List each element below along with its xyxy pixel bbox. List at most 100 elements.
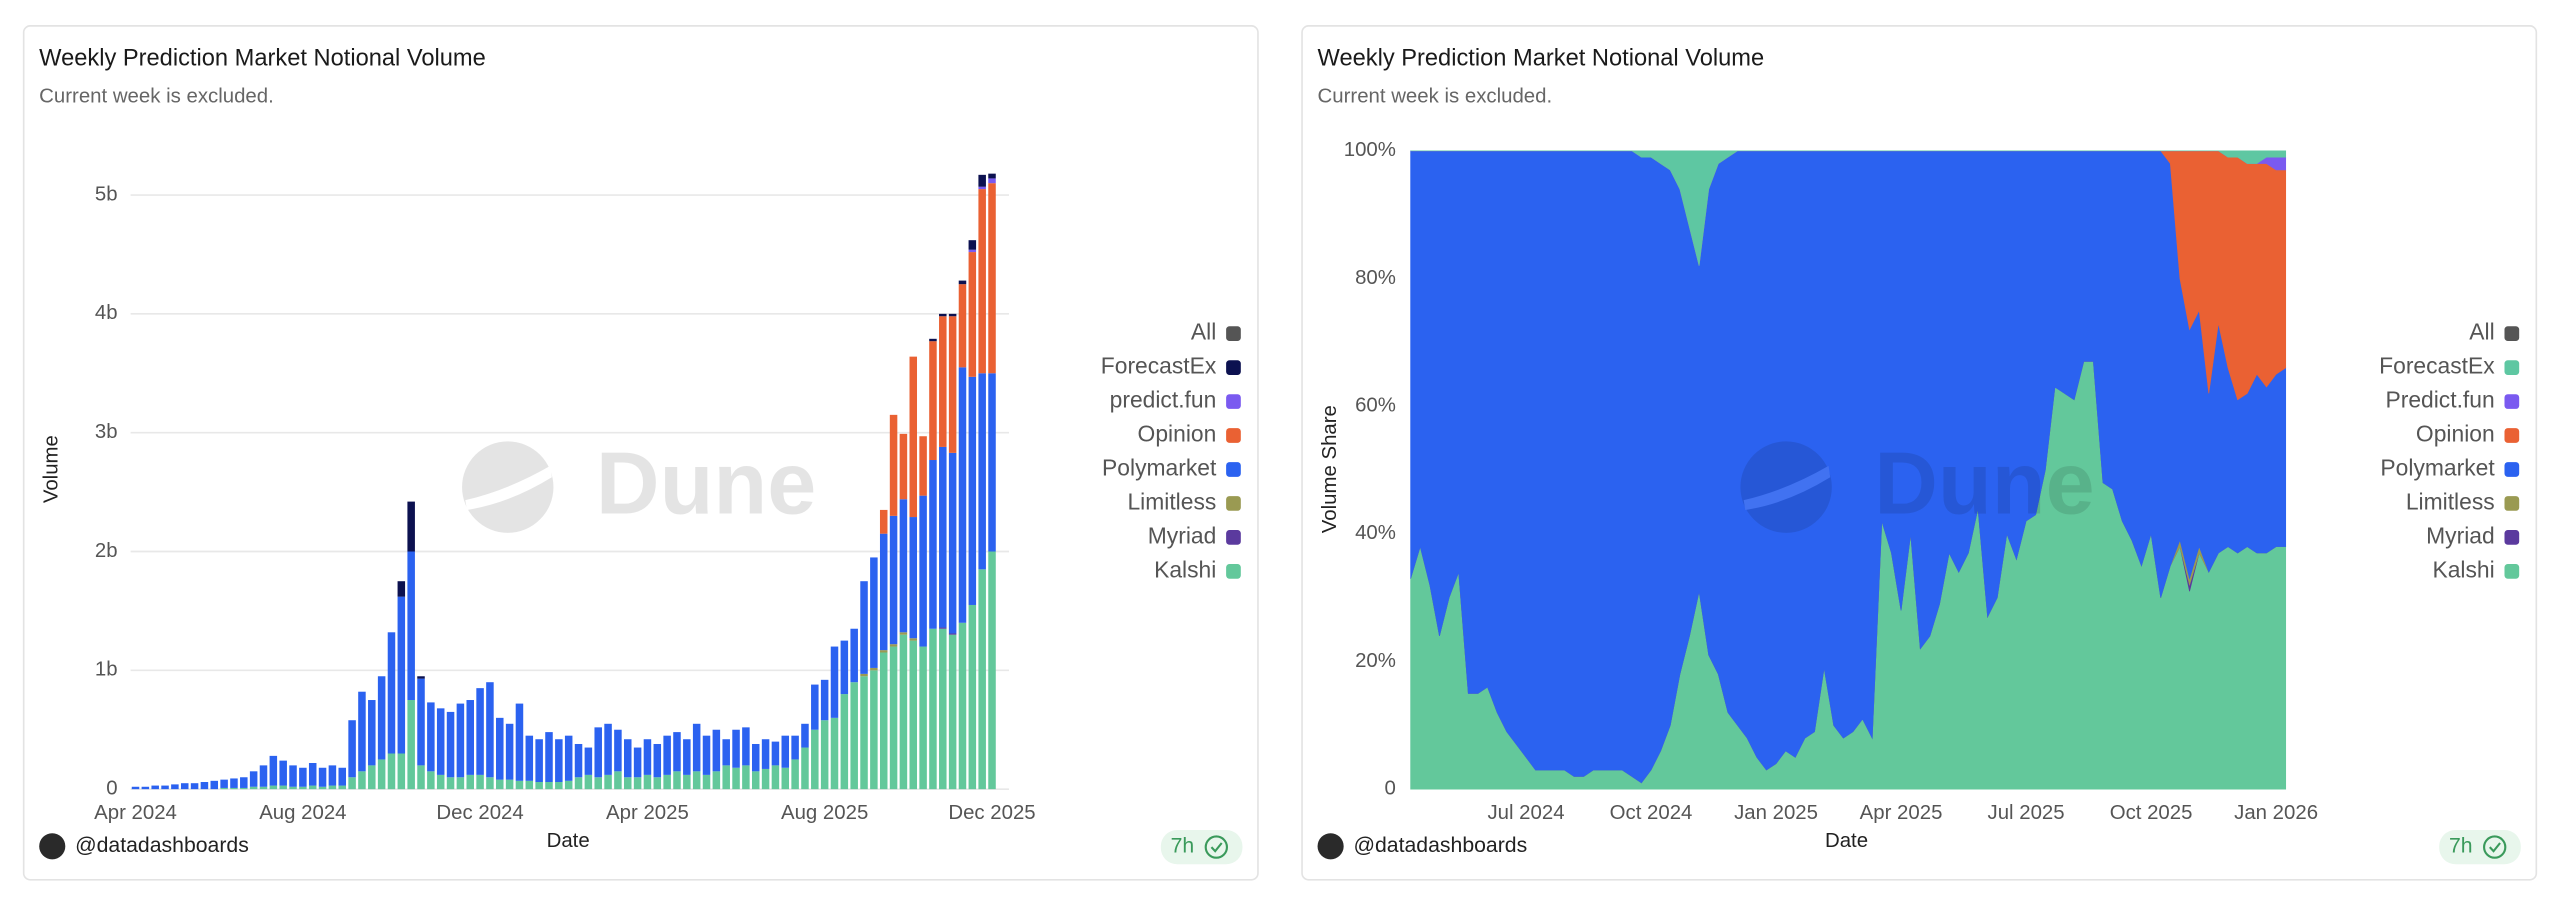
bar-segment <box>958 280 967 285</box>
bar-segment <box>889 644 898 647</box>
bar-segment <box>939 313 947 317</box>
legend-label: Predict.fun <box>2385 387 2494 413</box>
bar-segment <box>771 765 780 790</box>
legend-label: Polymarket <box>2380 455 2495 481</box>
y-tick-label: 40% <box>1355 522 1396 544</box>
bar-segment <box>564 735 573 781</box>
x-tick-label: Aug 2025 <box>781 802 868 824</box>
bar-segment <box>712 771 721 790</box>
x-tick-label: Jul 2025 <box>1988 802 2065 824</box>
bar-segment <box>870 670 878 790</box>
watermark-logo <box>462 441 554 533</box>
bar-segment <box>722 739 730 766</box>
bar-segment <box>978 373 986 570</box>
bar-segment <box>840 640 849 695</box>
bar-segment <box>545 732 553 783</box>
bar-segment <box>299 767 307 787</box>
bar-segment <box>348 777 356 790</box>
bar-segment <box>968 604 977 790</box>
bar-segment <box>407 551 415 701</box>
bar-segment <box>230 787 238 790</box>
bar-segment <box>259 765 268 787</box>
bar-segment <box>988 178 996 184</box>
bar-segment <box>269 785 278 790</box>
legend-label: Kalshi <box>1154 556 1216 582</box>
bar-segment <box>496 717 504 780</box>
bar-segment <box>692 771 701 790</box>
bar-segment <box>978 186 986 190</box>
legend-swatch <box>1226 496 1241 511</box>
bar-segment <box>407 700 415 790</box>
bar-segment <box>289 765 297 787</box>
y-tick-label: 20% <box>1355 650 1396 672</box>
legend-label: Polymarket <box>1102 455 1217 481</box>
bar-segment <box>387 632 396 754</box>
bar-segment <box>929 460 937 629</box>
bar-segment <box>427 771 435 790</box>
bar-segment <box>948 316 957 453</box>
watermark-logo-cut <box>1743 465 1831 510</box>
x-tick-label: Apr 2024 <box>94 802 177 824</box>
bar-segment <box>240 787 248 790</box>
bar-segment <box>899 499 908 633</box>
bar-segment <box>978 189 986 374</box>
bar-segment <box>279 760 287 786</box>
bar-segment <box>397 753 406 790</box>
bar-segment <box>505 779 514 790</box>
bar-segment <box>820 679 829 721</box>
bar-segment <box>446 777 455 790</box>
bar-segment <box>909 640 918 790</box>
bar-segment <box>318 767 327 787</box>
legend-swatch <box>2504 564 2520 579</box>
bar-segment <box>702 774 711 790</box>
bar-segment <box>781 735 790 768</box>
bar-segment <box>860 676 868 790</box>
legend-swatch <box>2504 360 2520 375</box>
y-tick-label: 0 <box>106 778 117 800</box>
bar-segment <box>190 783 199 790</box>
bar-segment <box>141 786 150 790</box>
watermark-text: Dune <box>596 434 816 533</box>
bar-segment <box>466 700 474 775</box>
bar-segment <box>702 735 711 775</box>
legend-label: predict.fun <box>1110 387 1217 413</box>
watermark-logo-cut <box>465 465 552 510</box>
bar-segment <box>968 249 977 253</box>
bar-segment <box>318 786 327 790</box>
avatar <box>39 833 66 860</box>
legend-swatch <box>1226 394 1241 409</box>
bar-segment <box>397 596 406 754</box>
bar-segment <box>279 785 287 790</box>
y-tick-label: 3b <box>95 421 118 443</box>
bar-segment <box>328 765 337 786</box>
y-tick-label: 80% <box>1355 267 1396 289</box>
bar-segment <box>525 780 534 790</box>
bar-segment <box>988 183 996 374</box>
bar-segment <box>751 743 760 772</box>
bar-segment <box>171 784 179 790</box>
y-tick-label: 2b <box>95 540 118 562</box>
bar-segment <box>909 356 918 518</box>
bar-segment <box>948 452 957 634</box>
bar-segment <box>929 341 937 461</box>
bar-segment <box>308 763 317 786</box>
bar-segment <box>653 743 662 778</box>
area <box>1410 150 2287 266</box>
bar-segment <box>968 376 977 605</box>
bar-segment <box>633 747 642 778</box>
bar-segment <box>919 495 927 647</box>
bar-segment <box>259 786 268 790</box>
x-tick-label: Dec 2024 <box>436 802 523 824</box>
bar-segment <box>968 240 977 250</box>
bar-segment <box>515 780 524 790</box>
bar-segment <box>269 755 278 786</box>
bar-segment <box>968 252 977 377</box>
bar-segment <box>978 174 986 187</box>
legend-label: Limitless <box>1127 488 1216 514</box>
x-tick-label: Jan 2025 <box>1734 802 1818 824</box>
bar-segment <box>939 316 947 447</box>
bar-segment <box>919 436 927 496</box>
y-tick-label: 60% <box>1355 395 1396 417</box>
bar-segment <box>249 771 258 787</box>
